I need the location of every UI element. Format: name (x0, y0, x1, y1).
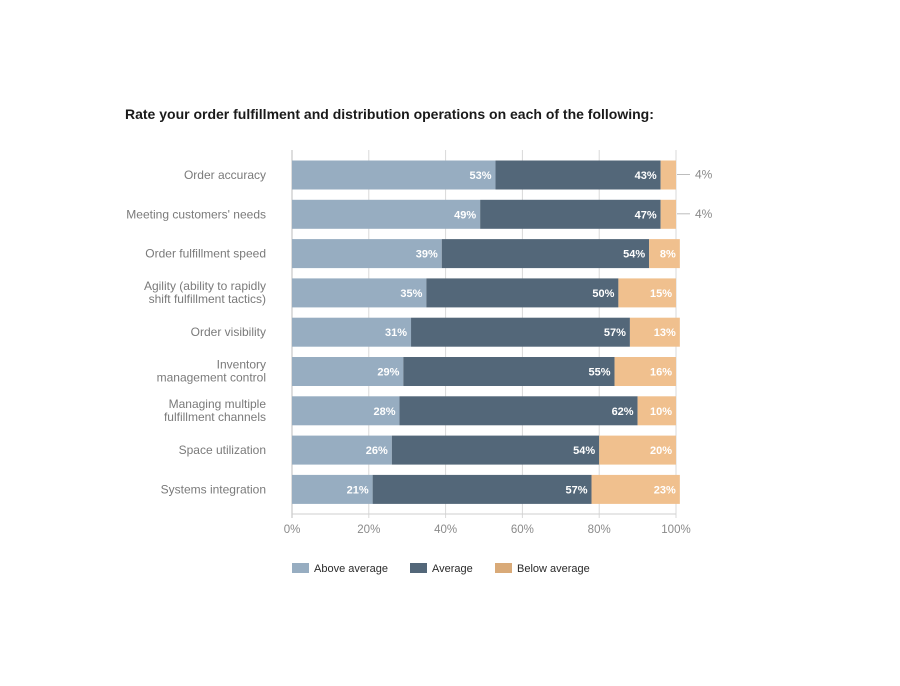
data-label: 26% (366, 445, 388, 457)
data-label: 28% (373, 406, 395, 418)
data-label: 8% (660, 249, 676, 261)
category-label: Systems integration (161, 482, 266, 496)
data-label: 50% (592, 288, 614, 300)
bar-segment (292, 396, 400, 426)
data-label: 57% (565, 484, 587, 496)
category-label: Managing multiple (169, 397, 267, 411)
bar-segment (399, 396, 638, 426)
legend-label: Below average (517, 563, 590, 575)
bar-segment (660, 160, 676, 190)
x-tick-label: 60% (511, 524, 534, 536)
legend-swatch (410, 563, 427, 573)
category-label: Inventory (217, 358, 266, 372)
category-label: shift fulfillment tactics) (149, 292, 266, 306)
bar-segment (441, 239, 650, 269)
bar-segment (372, 474, 592, 504)
x-tick-label: 100% (661, 524, 690, 536)
bar-segment (391, 435, 600, 465)
data-label: 4% (695, 168, 713, 182)
category-label: fulfillment channels (164, 410, 266, 424)
data-label: 54% (573, 445, 595, 457)
data-label: 35% (400, 288, 422, 300)
bar-segment (649, 239, 680, 269)
bar-segment (292, 317, 412, 347)
data-label: 13% (654, 327, 676, 339)
x-axis-ticks: 0% 20% 40% 60% 80% 100% (284, 524, 691, 536)
bar-segment (591, 474, 680, 504)
data-label: 43% (635, 170, 657, 182)
data-label: 20% (650, 445, 672, 457)
data-label: 21% (347, 484, 369, 496)
bar-segment (292, 474, 373, 504)
bar-segment (637, 396, 676, 426)
legend-swatch (292, 563, 309, 573)
data-label: 15% (650, 288, 672, 300)
data-label: 57% (604, 327, 626, 339)
data-label: 49% (454, 209, 476, 221)
data-label: 29% (377, 367, 399, 379)
category-label: Order visibility (191, 325, 266, 339)
category-label: Agility (ability to rapidly (144, 279, 266, 293)
x-tick-label: 20% (357, 524, 380, 536)
bar-segment (411, 317, 630, 347)
legend-label: Average (432, 563, 473, 575)
data-label: 54% (623, 249, 645, 261)
legend: Above average Average Below average (292, 563, 590, 575)
x-tick-label: 0% (284, 524, 301, 536)
data-label: 31% (385, 327, 407, 339)
bars: 53% 43% 4% 49% 47% 4% 39% 54% 8% 35% 50% 15% 31% 57% 1… (292, 160, 713, 504)
x-tick-label: 40% (434, 524, 457, 536)
bar-segment (618, 278, 676, 308)
chart-title: Rate your order fulfillment and distribu… (125, 106, 654, 122)
bar-segment (292, 435, 392, 465)
bar-segment (426, 278, 619, 308)
legend-swatch (495, 563, 512, 573)
bar-segment (403, 357, 615, 386)
bar-segment (292, 278, 427, 308)
data-label: 55% (589, 367, 611, 379)
data-label: 10% (650, 406, 672, 418)
legend-label: Above average (314, 563, 388, 575)
bar-segment (660, 199, 676, 229)
bar-segment (629, 317, 680, 347)
bar-segment (292, 199, 481, 229)
data-label: 39% (416, 249, 438, 261)
data-label: 23% (654, 484, 676, 496)
data-label: 53% (469, 170, 491, 182)
data-label: 16% (650, 367, 672, 379)
category-labels: Order accuracy Meeting customers' needs Or… (126, 168, 266, 496)
data-label: 62% (612, 406, 634, 418)
data-label: 47% (635, 209, 657, 221)
category-label: Order accuracy (184, 168, 266, 182)
bar-segment (480, 199, 661, 229)
category-label: Order fulfillment speed (145, 247, 266, 261)
bar-segment (495, 160, 661, 190)
data-label: 4% (695, 207, 713, 221)
bar-segment (292, 239, 442, 269)
category-label: Space utilization (179, 443, 266, 457)
bar-segment (292, 160, 496, 190)
x-tick-label: 80% (588, 524, 611, 536)
category-label: management control (157, 371, 266, 385)
bar-segment (614, 357, 676, 386)
category-label: Meeting customers' needs (126, 207, 266, 221)
bar-segment (599, 435, 676, 465)
bar-segment (292, 357, 404, 386)
